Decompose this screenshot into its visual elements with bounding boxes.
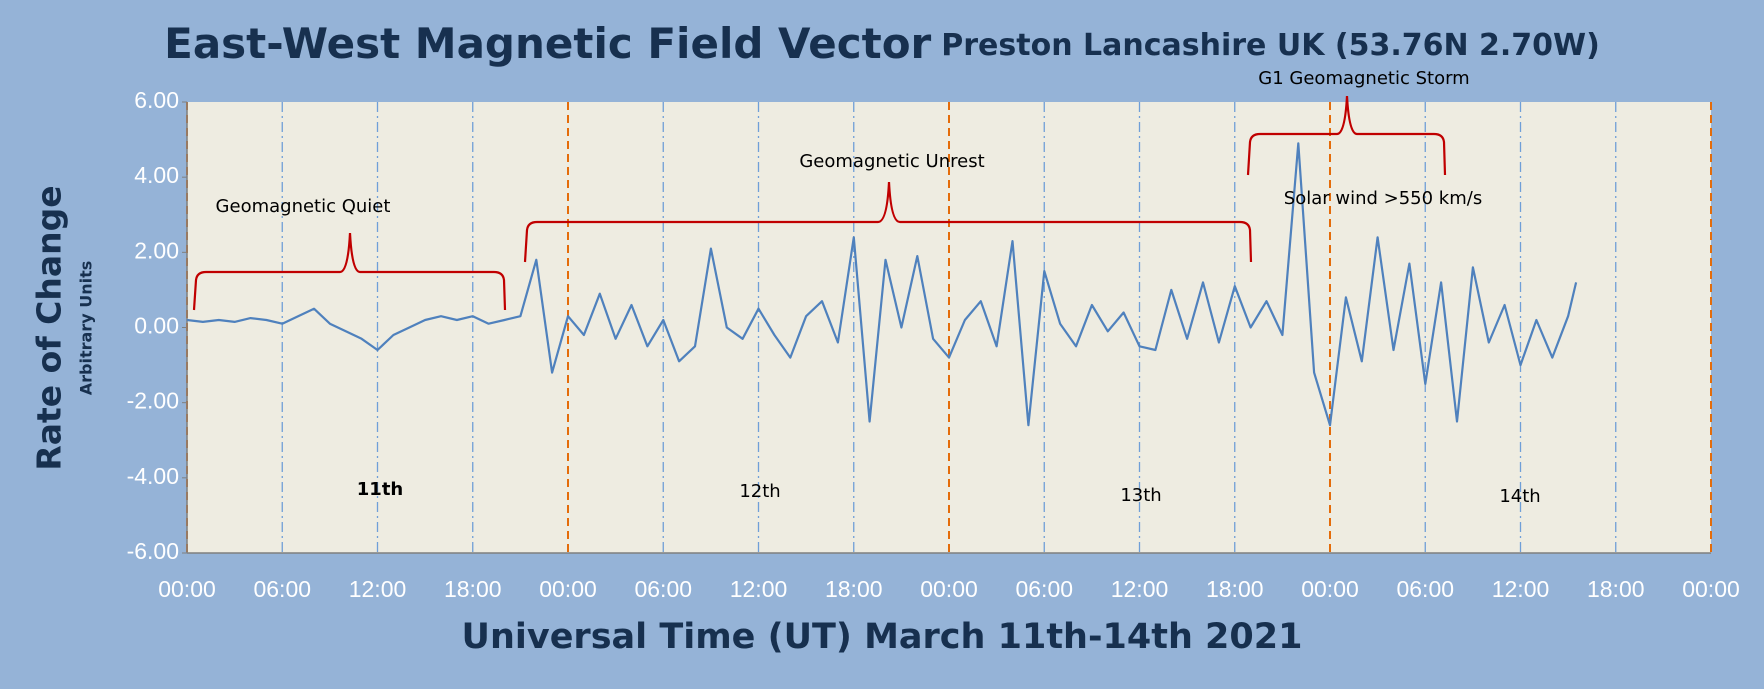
day-label: 12th — [739, 481, 780, 502]
annotation: G1 Geomagnetic Storm — [1258, 68, 1469, 89]
x-tick-label: 06:00 — [1396, 576, 1454, 602]
y-axis-sublabel: Arbitrary Units — [77, 261, 96, 395]
chart-subtitle: Preston Lancashire UK (53.76N 2.70W) — [941, 28, 1600, 63]
x-tick-label: 18:00 — [1587, 576, 1645, 602]
x-tick-label: 18:00 — [1206, 576, 1264, 602]
bracket — [523, 181, 1253, 263]
x-tick-label: 12:00 — [1111, 576, 1169, 602]
x-tick-label: 12:00 — [730, 576, 788, 602]
x-tick-label: 00:00 — [1301, 576, 1359, 602]
chart-title-group: East-West Magnetic Field Vector Preston L… — [164, 19, 1600, 68]
y-tick-label: -4.00 — [127, 463, 179, 489]
x-tick-label: 06:00 — [634, 576, 692, 602]
x-tick-label: 00:00 — [1682, 576, 1740, 602]
day-label: 13th — [1120, 485, 1161, 506]
x-axis-label: Universal Time (UT) March 11th-14th 2021 — [462, 617, 1303, 657]
bracket — [1246, 95, 1447, 176]
x-tick-label: 00:00 — [158, 576, 216, 602]
y-tick-label: 4.00 — [134, 162, 179, 188]
y-tick-label: 2.00 — [134, 237, 179, 263]
day-label: 11th — [357, 479, 403, 500]
data-line — [186, 142, 1578, 427]
annotation: Geomagnetic Unrest — [799, 151, 984, 172]
x-tick-label: 12:00 — [1492, 576, 1550, 602]
annotation: Solar wind >550 km/s — [1284, 188, 1482, 209]
y-tick-label: -2.00 — [127, 388, 179, 414]
x-tick-label: 00:00 — [920, 576, 978, 602]
x-tick-label: 18:00 — [444, 576, 502, 602]
x-tick-label: 12:00 — [349, 576, 407, 602]
x-tick-label: 06:00 — [1015, 576, 1073, 602]
x-tick-label: 06:00 — [253, 576, 311, 602]
x-tick-label: 18:00 — [825, 576, 883, 602]
x-tick-label: 00:00 — [539, 576, 597, 602]
day-label: 14th — [1499, 486, 1540, 507]
chart-title: East-West Magnetic Field Vector — [164, 19, 931, 68]
y-axis-label: Rate of Change — [30, 185, 69, 470]
y-tick-label: 0.00 — [134, 313, 179, 339]
y-tick-label: -6.00 — [127, 538, 179, 564]
y-tick-label: 6.00 — [134, 87, 179, 113]
annotation: Geomagnetic Quiet — [216, 196, 391, 217]
bracket — [192, 232, 507, 311]
